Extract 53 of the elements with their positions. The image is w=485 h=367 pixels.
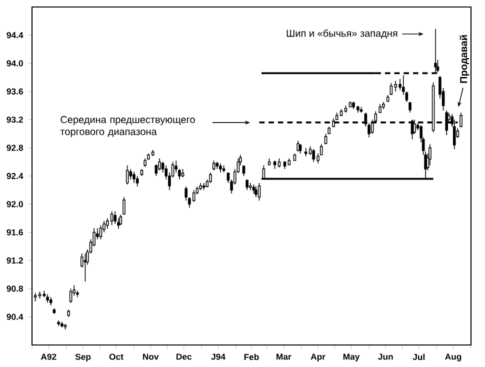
annotation: Середина предшествующего торгового диапазона [60,116,195,138]
candlestick [49,296,52,306]
candlestick [60,321,64,328]
x-tick-label: A92 [40,354,56,360]
x-tick-label: Jun [378,354,393,360]
x-tick-label: J94 [211,354,226,360]
y-tick-label: 92.0 [6,201,23,208]
y-tick-label: 92.8 [6,144,24,151]
candlestick [460,112,462,128]
candlestick [293,153,296,161]
x-tick-label: Mar [276,354,292,360]
x-tick-label: May [343,354,360,362]
y-tick-label: 90.4 [6,314,24,320]
candlestick [382,102,385,110]
candlestick [122,196,126,216]
x-tick-label: Apr [310,354,326,362]
candlestick [348,100,352,108]
candlestick [132,171,136,184]
candlestick [151,150,154,157]
x-tick-label: Oct [109,354,124,360]
candlestick [378,104,382,114]
candlestick [144,158,146,168]
x-tick-label: Sep [75,354,91,362]
candlestick [199,182,202,190]
candlestick [254,186,258,198]
x-tick-label: Nov [143,354,159,360]
candlestick [46,294,49,304]
candlestick [246,179,248,190]
x-tick-label: Jul [412,354,425,360]
y-tick-label: 93.6 [6,88,23,95]
y-tick-label: 94.0 [6,60,23,66]
annotation: Продавай [460,35,470,83]
candlestick [386,94,390,102]
y-tick-label: 93.2 [6,116,23,123]
candlestick [248,182,252,190]
candlestick [57,320,60,326]
candlestick [408,102,412,114]
candlestick [216,162,219,170]
candlestick [209,172,212,184]
annotation: Шип и «бычья» западня [286,29,398,39]
candlestick [394,80,398,92]
y-tick-label: 94.4 [6,32,24,38]
y-tick-label: 91.6 [6,229,23,236]
y-tick-label: 91.2 [6,257,23,264]
x-tick-label: Aug [445,354,462,362]
y-tick-label: 92.4 [6,172,24,180]
candlestick [67,309,70,318]
y-tick-label: 90.8 [6,286,24,292]
candlestick [119,214,122,226]
candlestick [296,140,300,152]
x-tick-label: Dec [176,354,192,360]
candlestick [219,162,222,173]
x-tick-label: Feb [244,354,259,360]
